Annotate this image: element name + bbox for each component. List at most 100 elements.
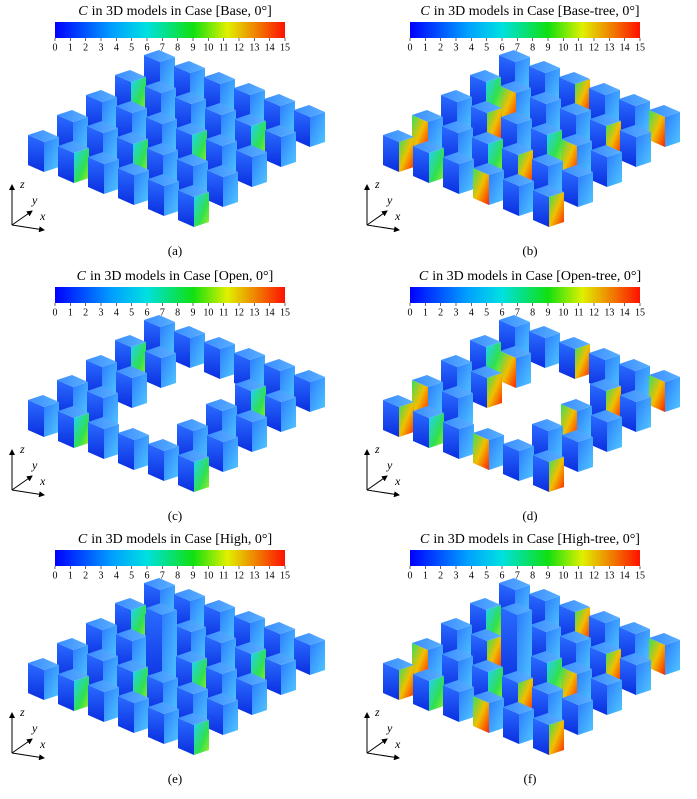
colorbar-tick-label: 15 <box>635 307 645 318</box>
cube-left-face <box>443 685 459 722</box>
cube-top-face <box>235 379 266 391</box>
cube-right-face <box>104 424 119 459</box>
colorbar-tick-label: 7 <box>515 570 520 581</box>
colorbar-tick-label: 10 <box>558 42 568 53</box>
cube-left-face <box>294 638 310 675</box>
axis-label: y <box>31 721 38 735</box>
cube-left-face <box>591 150 607 187</box>
cube-right-face <box>223 437 238 472</box>
title-text: in 3D models in Case [Open, 0°] <box>90 269 273 284</box>
cube-top-face <box>207 693 238 705</box>
colorbar-tick-label: 11 <box>219 42 229 53</box>
axis-label: z <box>19 442 25 456</box>
axis-label: y <box>31 193 38 207</box>
cube-top-face <box>205 103 236 115</box>
cube-right-face <box>517 610 532 690</box>
cube-left-face <box>562 170 578 207</box>
axis-arrow <box>366 224 400 233</box>
colorbar-tick-label: 1 <box>68 570 73 581</box>
colorbar-tick-label: 3 <box>454 570 459 581</box>
colorbar-tick-label: 9 <box>191 570 196 581</box>
cube-top-face <box>530 92 561 104</box>
cube-right-face <box>489 435 504 470</box>
cube-right-face <box>134 698 149 733</box>
cube-right-face <box>636 132 651 167</box>
cube-top-face <box>591 145 622 157</box>
cube-left-face <box>559 342 575 379</box>
cube-top-face <box>473 691 504 703</box>
colorbar-tick-label: 7 <box>515 42 520 53</box>
cube-left-face <box>473 168 489 205</box>
axis-label: x <box>394 209 401 223</box>
cube-top-face <box>264 94 295 106</box>
cube-top-face <box>204 600 235 612</box>
cube-top-face <box>503 174 534 186</box>
colorbar-tick-label: 13 <box>249 307 259 318</box>
colorbar-tick-label: 4 <box>114 570 119 581</box>
cube-right-face <box>44 137 59 172</box>
axis-arrow <box>366 210 388 226</box>
axis-label: z <box>19 705 25 719</box>
cube-right-face <box>104 687 119 722</box>
cube-right-face <box>489 698 504 733</box>
cube-top-face <box>86 618 117 630</box>
colorbar <box>410 287 640 303</box>
colorbar-tick-label: 8 <box>530 570 535 581</box>
cube-left-face <box>443 422 459 459</box>
cube-top-face <box>502 671 533 683</box>
cube-right-face <box>194 720 209 755</box>
colorbar-tick-label: 6 <box>145 570 150 581</box>
cube-left-face <box>413 674 429 711</box>
cube-top-face <box>116 366 147 378</box>
axis-label: z <box>374 705 380 719</box>
cube-right-face <box>578 437 593 472</box>
variable-symbol: C <box>419 269 429 284</box>
cube-top-face <box>206 662 237 674</box>
cube-left-face <box>207 170 223 207</box>
cube-top-face <box>412 638 443 650</box>
cube-top-face <box>473 163 504 175</box>
cube-top-face <box>503 702 534 714</box>
cube-top-face <box>116 629 147 641</box>
cube-right-face <box>310 640 325 675</box>
variable-symbol: C <box>420 4 430 19</box>
cube-right-face <box>429 413 444 448</box>
cube-top-face <box>442 121 473 133</box>
cube-right-face <box>429 148 444 183</box>
colorbar-tick-label: 2 <box>438 307 443 318</box>
cube-top-face <box>207 165 238 177</box>
cube-top-face <box>500 346 531 358</box>
axis-label: y <box>386 193 393 207</box>
cube-left-face <box>28 663 44 700</box>
colorbar-tick-label: 15 <box>635 42 645 53</box>
cube-top-face <box>174 326 205 338</box>
cube-left-face <box>118 433 134 470</box>
cube-top-face <box>529 589 560 601</box>
colorbar-tick-label: 15 <box>635 570 645 581</box>
cube-top-face <box>413 669 444 681</box>
colorbar-tick-label: 2 <box>83 570 88 581</box>
cube-top-face <box>442 386 473 398</box>
colorbar-tick-label: 13 <box>249 42 259 53</box>
cube-top-face <box>115 335 146 347</box>
colorbar-tick-label: 6 <box>500 570 505 581</box>
cube-right-face <box>310 112 325 147</box>
cube-top-face <box>294 105 325 117</box>
axis-arrow <box>11 738 33 754</box>
cube-top-face <box>205 631 236 643</box>
cube-top-face <box>499 50 530 62</box>
panel-label: (a) <box>168 243 182 258</box>
cube-left-face <box>620 130 636 167</box>
cube-top-face <box>58 406 89 418</box>
cube-top-face <box>148 702 179 714</box>
cube-top-face <box>87 121 118 133</box>
cube-top-face <box>471 101 502 113</box>
colorbar-tick-label: 12 <box>234 570 244 581</box>
cube-left-face <box>236 678 252 715</box>
cube-right-face <box>134 435 149 470</box>
cube-top-face <box>145 346 176 358</box>
cube-right-face <box>489 170 504 205</box>
cube-right-face <box>74 676 89 711</box>
cube-left-face <box>118 168 134 205</box>
